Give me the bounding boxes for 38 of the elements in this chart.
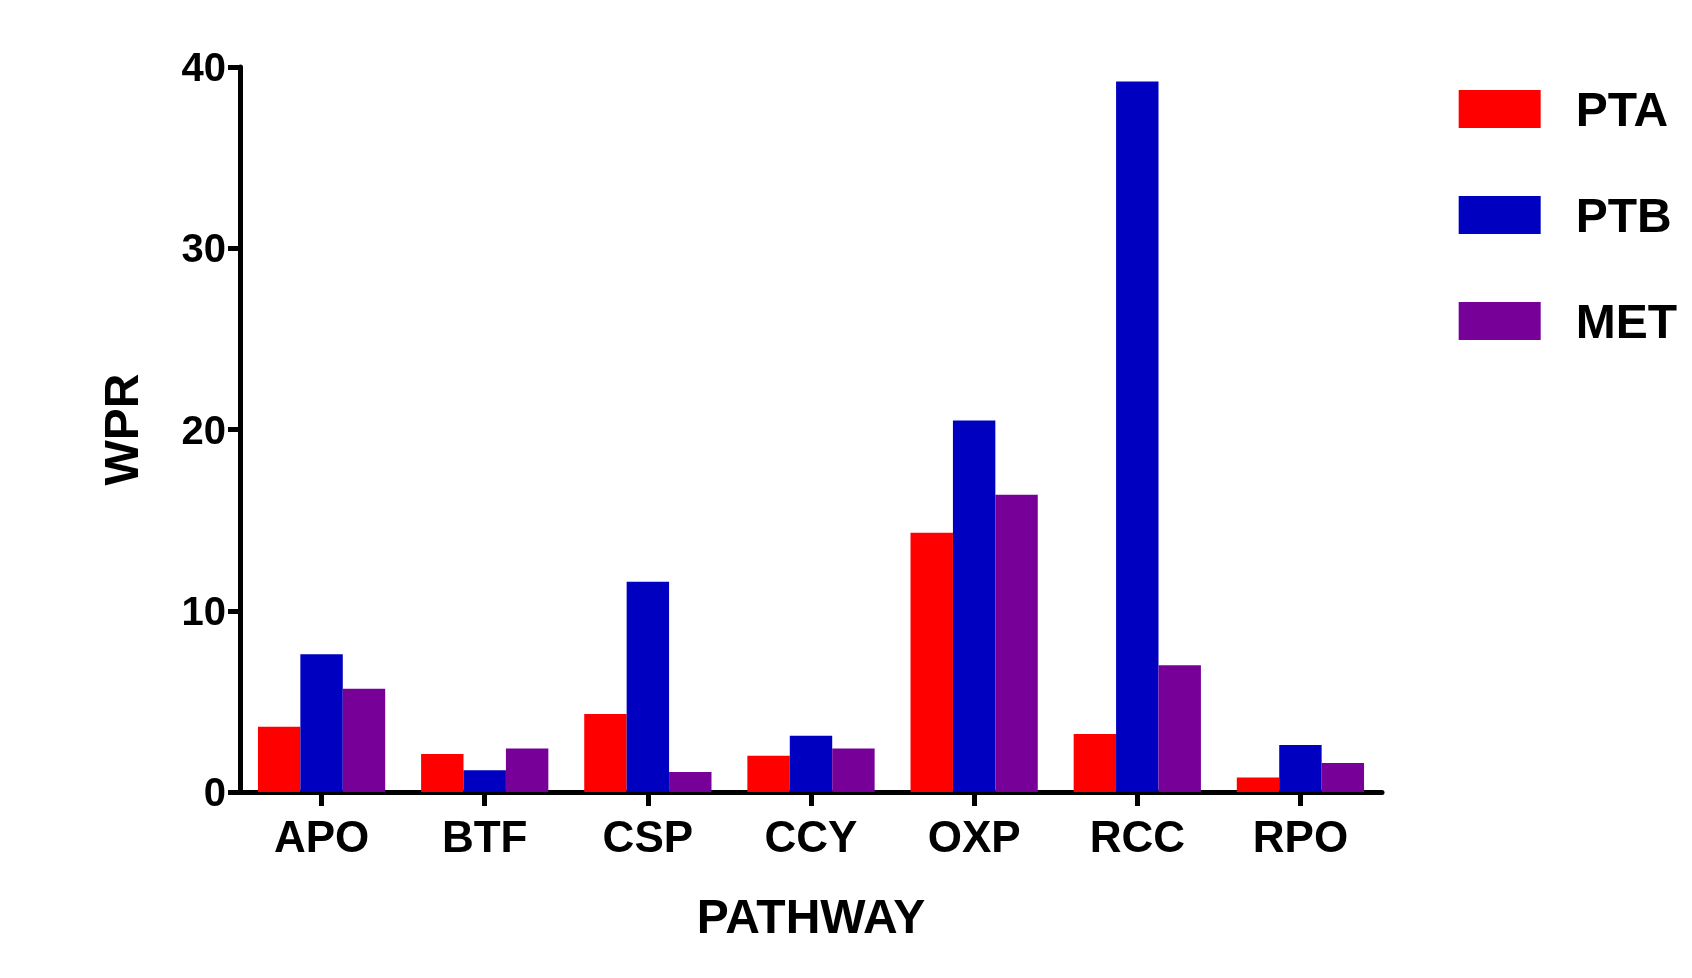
bar [952, 420, 996, 792]
bar [505, 748, 549, 792]
x-tick-label: RPO [1252, 811, 1349, 861]
bar [463, 770, 506, 792]
x-axis-title: PATHWAY [696, 889, 926, 943]
x-tick-label: APO [273, 811, 370, 861]
legend-label: PTA [1575, 82, 1669, 136]
x-tick-label: BTF [441, 811, 528, 861]
y-tick-label: 40 [181, 45, 226, 89]
y-tick-label: 0 [203, 770, 226, 814]
bar [1279, 744, 1322, 792]
bar [421, 753, 464, 792]
bar [1321, 763, 1365, 792]
bar [1236, 777, 1280, 792]
x-tick-label: RCC [1089, 811, 1185, 861]
legend-label: PTB [1575, 188, 1672, 242]
bar [300, 654, 343, 792]
bar [1158, 665, 1201, 792]
bar [910, 532, 953, 792]
bar [669, 772, 712, 792]
legend-label: MET [1575, 294, 1678, 348]
bar [789, 735, 833, 792]
bar [747, 755, 790, 792]
bar [257, 726, 301, 792]
bar [1116, 81, 1159, 792]
bar [832, 748, 875, 792]
y-tick-label: 20 [181, 407, 226, 452]
x-tick-label: OXP [927, 811, 1021, 861]
y-tick-label: 10 [181, 588, 226, 633]
bar [342, 688, 386, 792]
y-axis-title: WPR [94, 373, 148, 486]
bar [584, 714, 627, 792]
bar [1073, 734, 1117, 792]
bar [995, 494, 1038, 792]
y-tick-label: 30 [181, 226, 226, 271]
x-tick-label: CCY [764, 811, 858, 861]
bar [626, 581, 670, 792]
x-tick-label: CSP [602, 811, 694, 861]
